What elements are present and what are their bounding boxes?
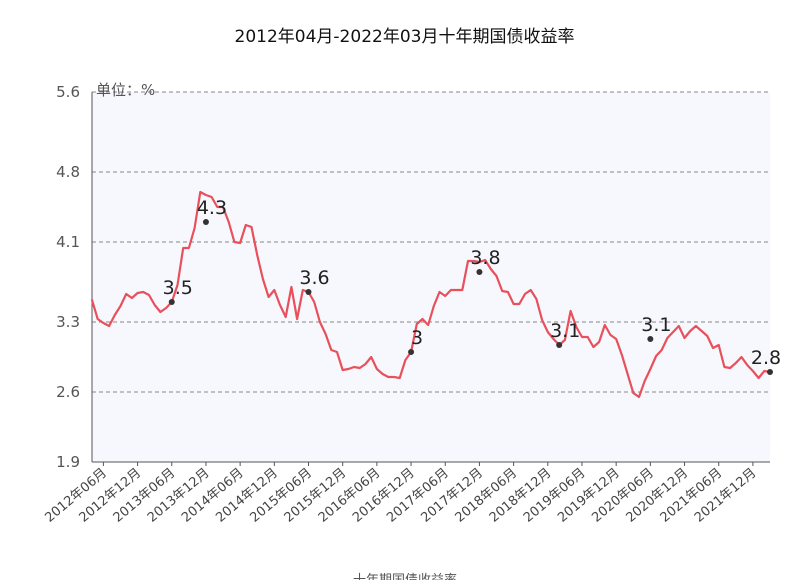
data-point bbox=[556, 342, 563, 348]
data-label: 3.6 bbox=[299, 267, 329, 289]
legend: 十年期国债收益率 bbox=[353, 572, 457, 580]
data-labels: 3.5 4.3 3.6 3 3.8 3.1 3.1 2.8 bbox=[163, 197, 781, 375]
data-label: 4.3 bbox=[197, 197, 227, 219]
data-point bbox=[168, 299, 175, 305]
axes bbox=[91, 92, 770, 463]
data-point bbox=[767, 369, 773, 375]
unit-label: 单位：% bbox=[96, 81, 155, 99]
plot-area bbox=[92, 92, 770, 462]
y-tick-label: 3.3 bbox=[56, 313, 80, 331]
data-point bbox=[647, 336, 654, 342]
chart-title: 2012年04月-2022年03月十年期国债收益率 bbox=[234, 27, 575, 47]
legend-entry: 十年期国债收益率 bbox=[353, 572, 457, 580]
series-line bbox=[90, 190, 772, 399]
data-label: 2.8 bbox=[751, 347, 781, 369]
data-label: 3 bbox=[411, 327, 423, 349]
y-tick-labels: 1.9 2.6 3.3 4.1 4.8 5.6 bbox=[56, 83, 80, 471]
y-tick-label: 4.1 bbox=[56, 233, 80, 251]
x-tick-labels: 2012年06月2012年12月2013年06月2013年12月2014年06月… bbox=[42, 462, 759, 526]
series-lines bbox=[90, 190, 772, 399]
data-point bbox=[202, 219, 209, 225]
data-label: 3.1 bbox=[641, 314, 671, 336]
data-point bbox=[476, 269, 483, 275]
y-tick-label: 5.6 bbox=[56, 83, 80, 101]
data-point bbox=[408, 349, 415, 355]
data-label: 3.8 bbox=[470, 247, 500, 269]
y-tick-label: 4.8 bbox=[56, 163, 80, 181]
y-tick-label: 1.9 bbox=[56, 453, 80, 471]
y-tick-label: 2.6 bbox=[56, 383, 80, 401]
data-label: 3.5 bbox=[163, 277, 193, 299]
data-label: 3.1 bbox=[550, 320, 580, 342]
gridlines bbox=[92, 91, 770, 393]
data-point bbox=[305, 289, 312, 295]
